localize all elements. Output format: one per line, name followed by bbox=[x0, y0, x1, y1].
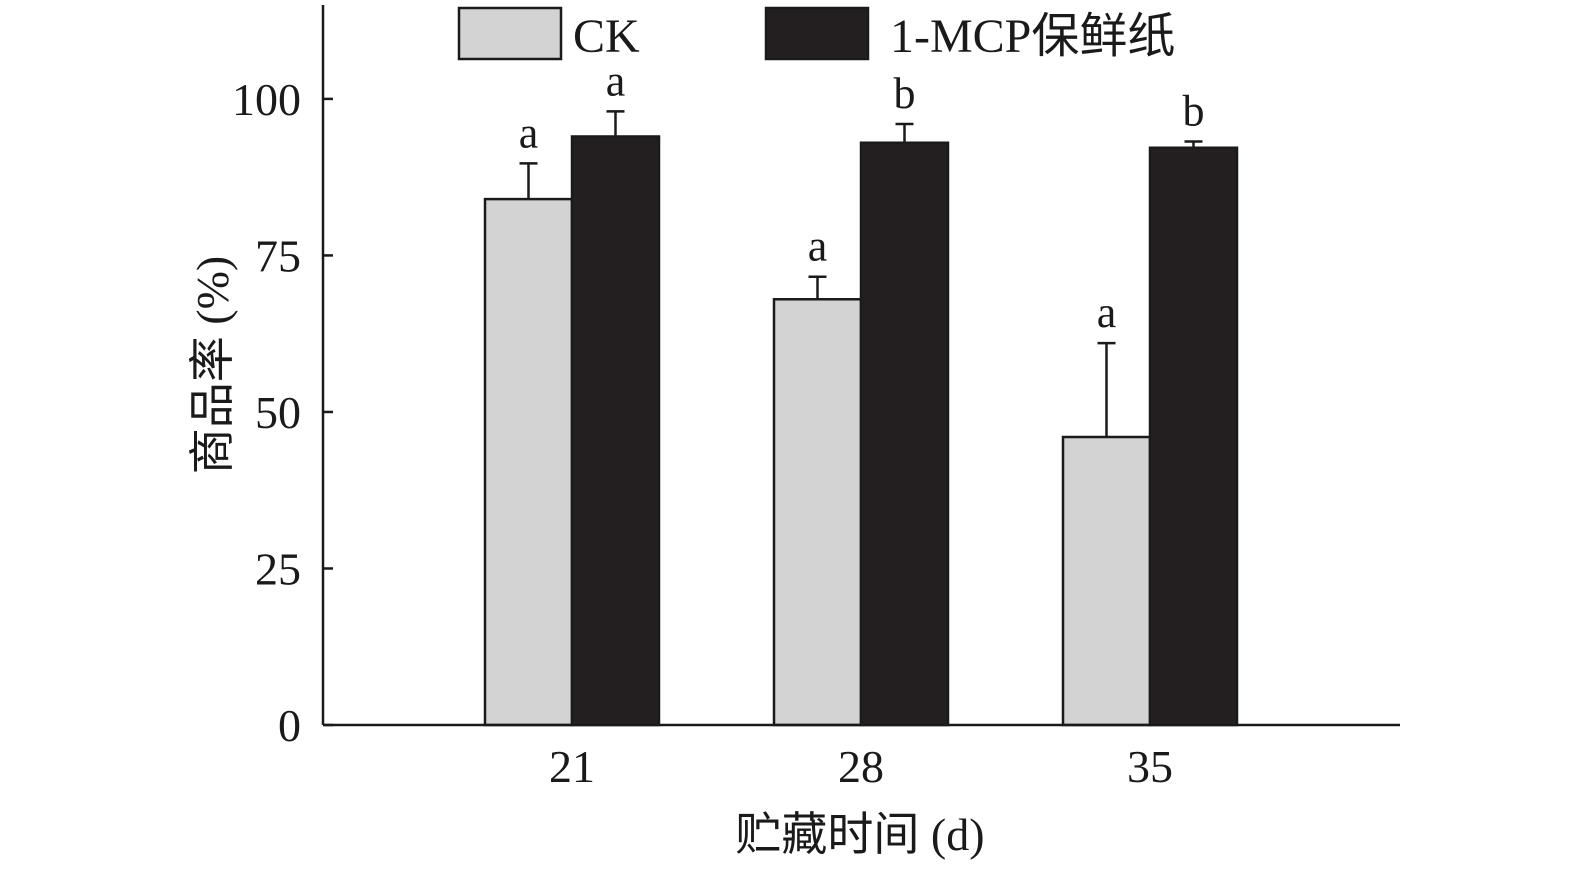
sig-label-ck-28: a bbox=[808, 222, 828, 271]
legend-label-ck: CK bbox=[573, 10, 640, 63]
y-tick-label-75: 75 bbox=[255, 231, 301, 282]
x-tick-label-21: 21 bbox=[549, 741, 595, 792]
bar-ck-28 bbox=[772, 298, 863, 727]
error-bars-layer bbox=[519, 110, 1203, 437]
sig-label-mcp-21: a bbox=[606, 56, 626, 105]
bars-layer bbox=[483, 135, 1239, 727]
significance-labels-layer: a a a b a b bbox=[519, 56, 1205, 337]
sig-label-ck-35: a bbox=[1097, 288, 1117, 337]
axes-layer bbox=[321, 5, 1400, 727]
bar-mcp-21 bbox=[570, 135, 661, 727]
sig-label-mcp-28: b bbox=[894, 69, 916, 118]
legend-swatch-mcp bbox=[764, 6, 870, 61]
sig-label-ck-21: a bbox=[519, 108, 539, 157]
bar-mcp-28 bbox=[859, 141, 950, 727]
y-tick-label-25: 25 bbox=[255, 544, 301, 595]
bar-ck-21 bbox=[483, 197, 574, 727]
x-tick-label-35: 35 bbox=[1127, 741, 1173, 792]
legend: CK 1-MCP保鲜纸 bbox=[457, 6, 1175, 63]
x-tick-label-28: 28 bbox=[838, 741, 884, 792]
bar-mcp-35 bbox=[1148, 146, 1239, 727]
y-tick-label-0: 0 bbox=[278, 700, 301, 751]
sig-label-mcp-35: b bbox=[1183, 86, 1205, 135]
x-ticks-layer: 21 28 35 bbox=[549, 741, 1173, 792]
legend-label-mcp: 1-MCP保鲜纸 bbox=[890, 10, 1175, 63]
legend-swatch-ck bbox=[457, 6, 563, 61]
y-tick-label-100: 100 bbox=[232, 74, 301, 125]
y-ticks-layer: 0 25 50 75 100 bbox=[232, 74, 333, 751]
x-axis-title: 贮藏时间 (d) bbox=[735, 809, 984, 860]
bar-ck-35 bbox=[1061, 435, 1152, 727]
y-axis-title: 商品率 (%) bbox=[187, 256, 238, 474]
y-tick-label-50: 50 bbox=[255, 387, 301, 438]
